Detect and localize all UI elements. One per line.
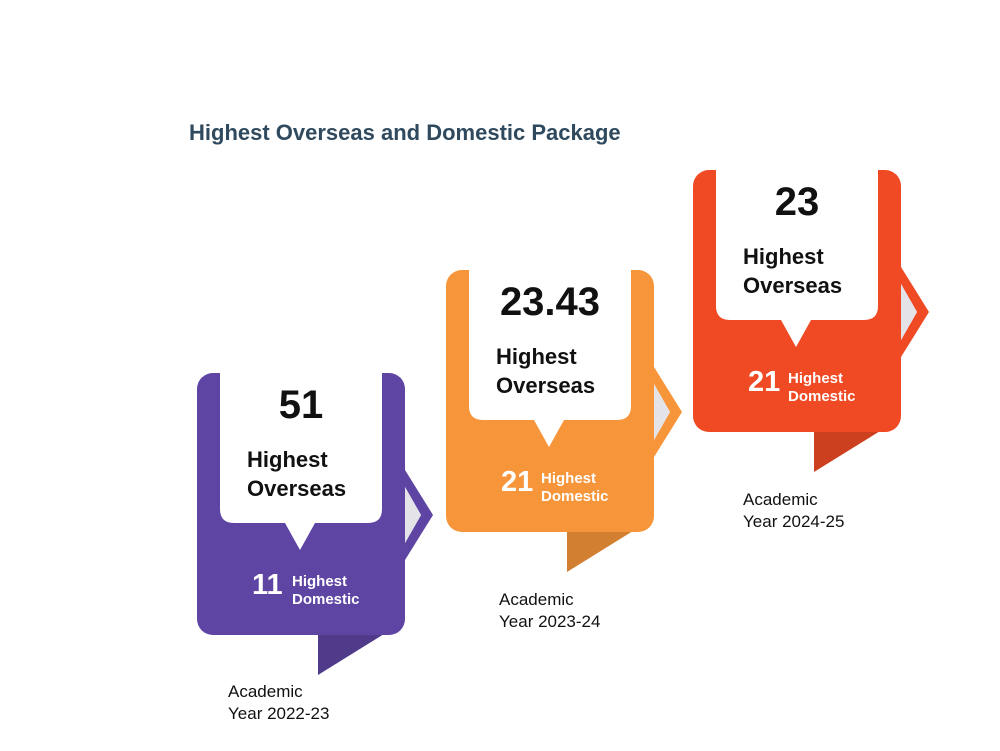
- year-card-2023-24: 23.43 Highest Overseas 21 Highest Domestic: [446, 270, 686, 580]
- overseas-bubble: [220, 373, 382, 550]
- card-shape: [693, 170, 929, 472]
- overseas-value: 23.43: [499, 280, 601, 324]
- chevron-right-icon: [654, 367, 682, 457]
- domestic-value: 21: [501, 466, 534, 498]
- overseas-value: 23: [774, 180, 820, 224]
- chevron-right-icon: [405, 470, 433, 560]
- domestic-label: Highest Domestic: [788, 370, 856, 405]
- domestic-label: Highest Domestic: [541, 470, 609, 505]
- overseas-bubble: [716, 170, 878, 347]
- year-label: Academic Year 2023-24: [499, 590, 601, 631]
- year-card-2022-23: 51 Highest Overseas 11 Highest Domestic: [197, 373, 437, 683]
- page-title: Highest Overseas and Domestic Package: [189, 120, 621, 145]
- card-shape: [446, 270, 682, 572]
- domestic-label: Highest Domestic: [292, 573, 360, 608]
- chevron-right-icon: [901, 267, 929, 357]
- overseas-label: Highest Overseas: [743, 244, 843, 298]
- overseas-value: 51: [278, 383, 324, 427]
- card-shape: [197, 373, 433, 675]
- overseas-bubble: [469, 270, 631, 447]
- year-label: Academic Year 2024-25: [743, 490, 845, 531]
- domestic-value: 11: [252, 569, 283, 601]
- year-card-2024-25: 23 Highest Overseas 21 Highest Domestic: [693, 170, 933, 480]
- overseas-label: Highest Overseas: [496, 344, 596, 398]
- year-label: Academic Year 2022-23: [228, 682, 330, 723]
- overseas-label: Highest Overseas: [247, 447, 347, 501]
- domestic-value: 21: [748, 366, 781, 398]
